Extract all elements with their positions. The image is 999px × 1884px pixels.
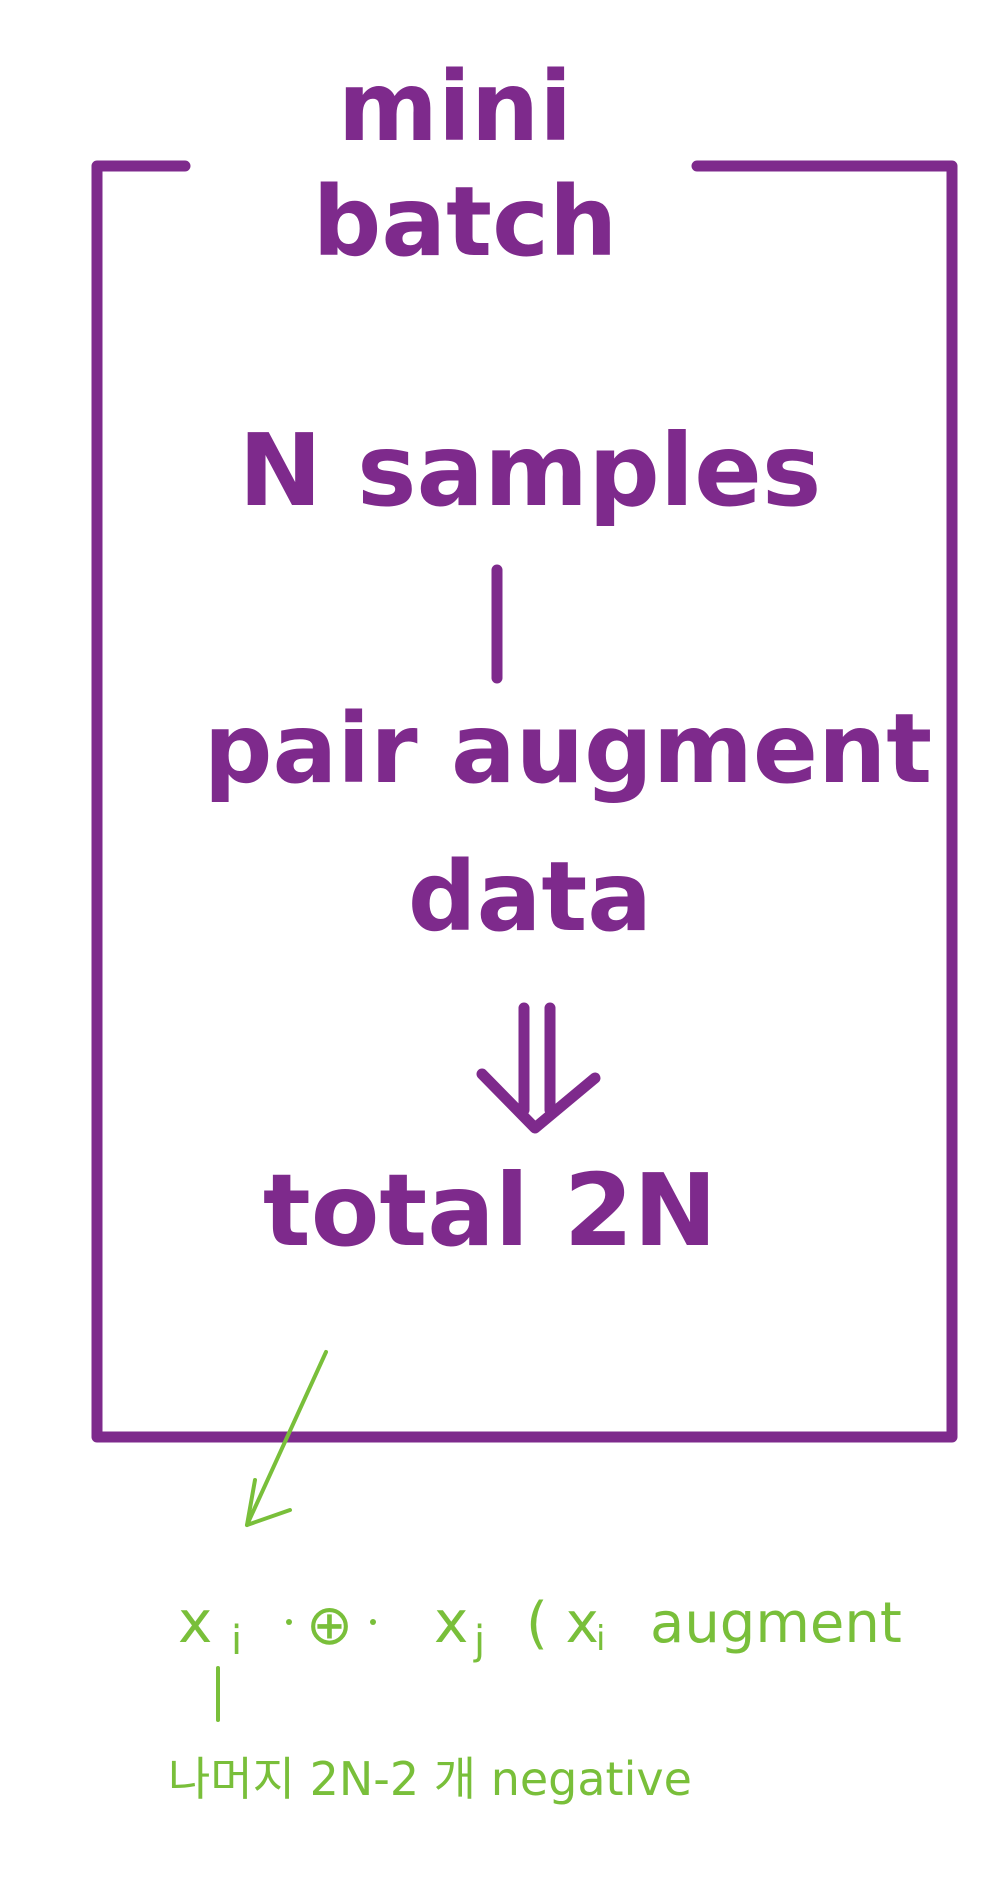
- title-line2: batch: [313, 166, 618, 278]
- formula-paren-sub: i: [596, 1619, 605, 1659]
- formula-xj-sub: j: [473, 1618, 485, 1664]
- annotation-formula: x i ⊕ x j ( x i augment: [178, 1588, 902, 1664]
- formula-xj: x: [434, 1588, 468, 1656]
- formula-paren: ( x: [526, 1591, 599, 1656]
- double-arrow-down-icon: [476, 1002, 601, 1134]
- dot-left: [286, 1619, 292, 1625]
- formula-augment: augment: [650, 1591, 902, 1656]
- dot-right: [370, 1619, 376, 1625]
- annotation-arrow-icon: [245, 1350, 328, 1527]
- title-line1: mini: [338, 51, 572, 163]
- box-left-top-segment: [91, 160, 958, 1443]
- annotation-bottom-note: 나머지 2N-2 개 negative: [168, 1752, 692, 1806]
- step-total-2n: total 2N: [263, 1152, 717, 1269]
- formula-xi: x: [178, 1588, 212, 1656]
- formula-oplus: ⊕: [306, 1593, 353, 1658]
- step-n-samples: N samples: [239, 412, 822, 529]
- formula-xi-sub: i: [231, 1618, 242, 1664]
- minibatch-box: [91, 160, 958, 1443]
- step-pair-augment: pair augment: [204, 693, 932, 805]
- step-data: data: [408, 841, 652, 953]
